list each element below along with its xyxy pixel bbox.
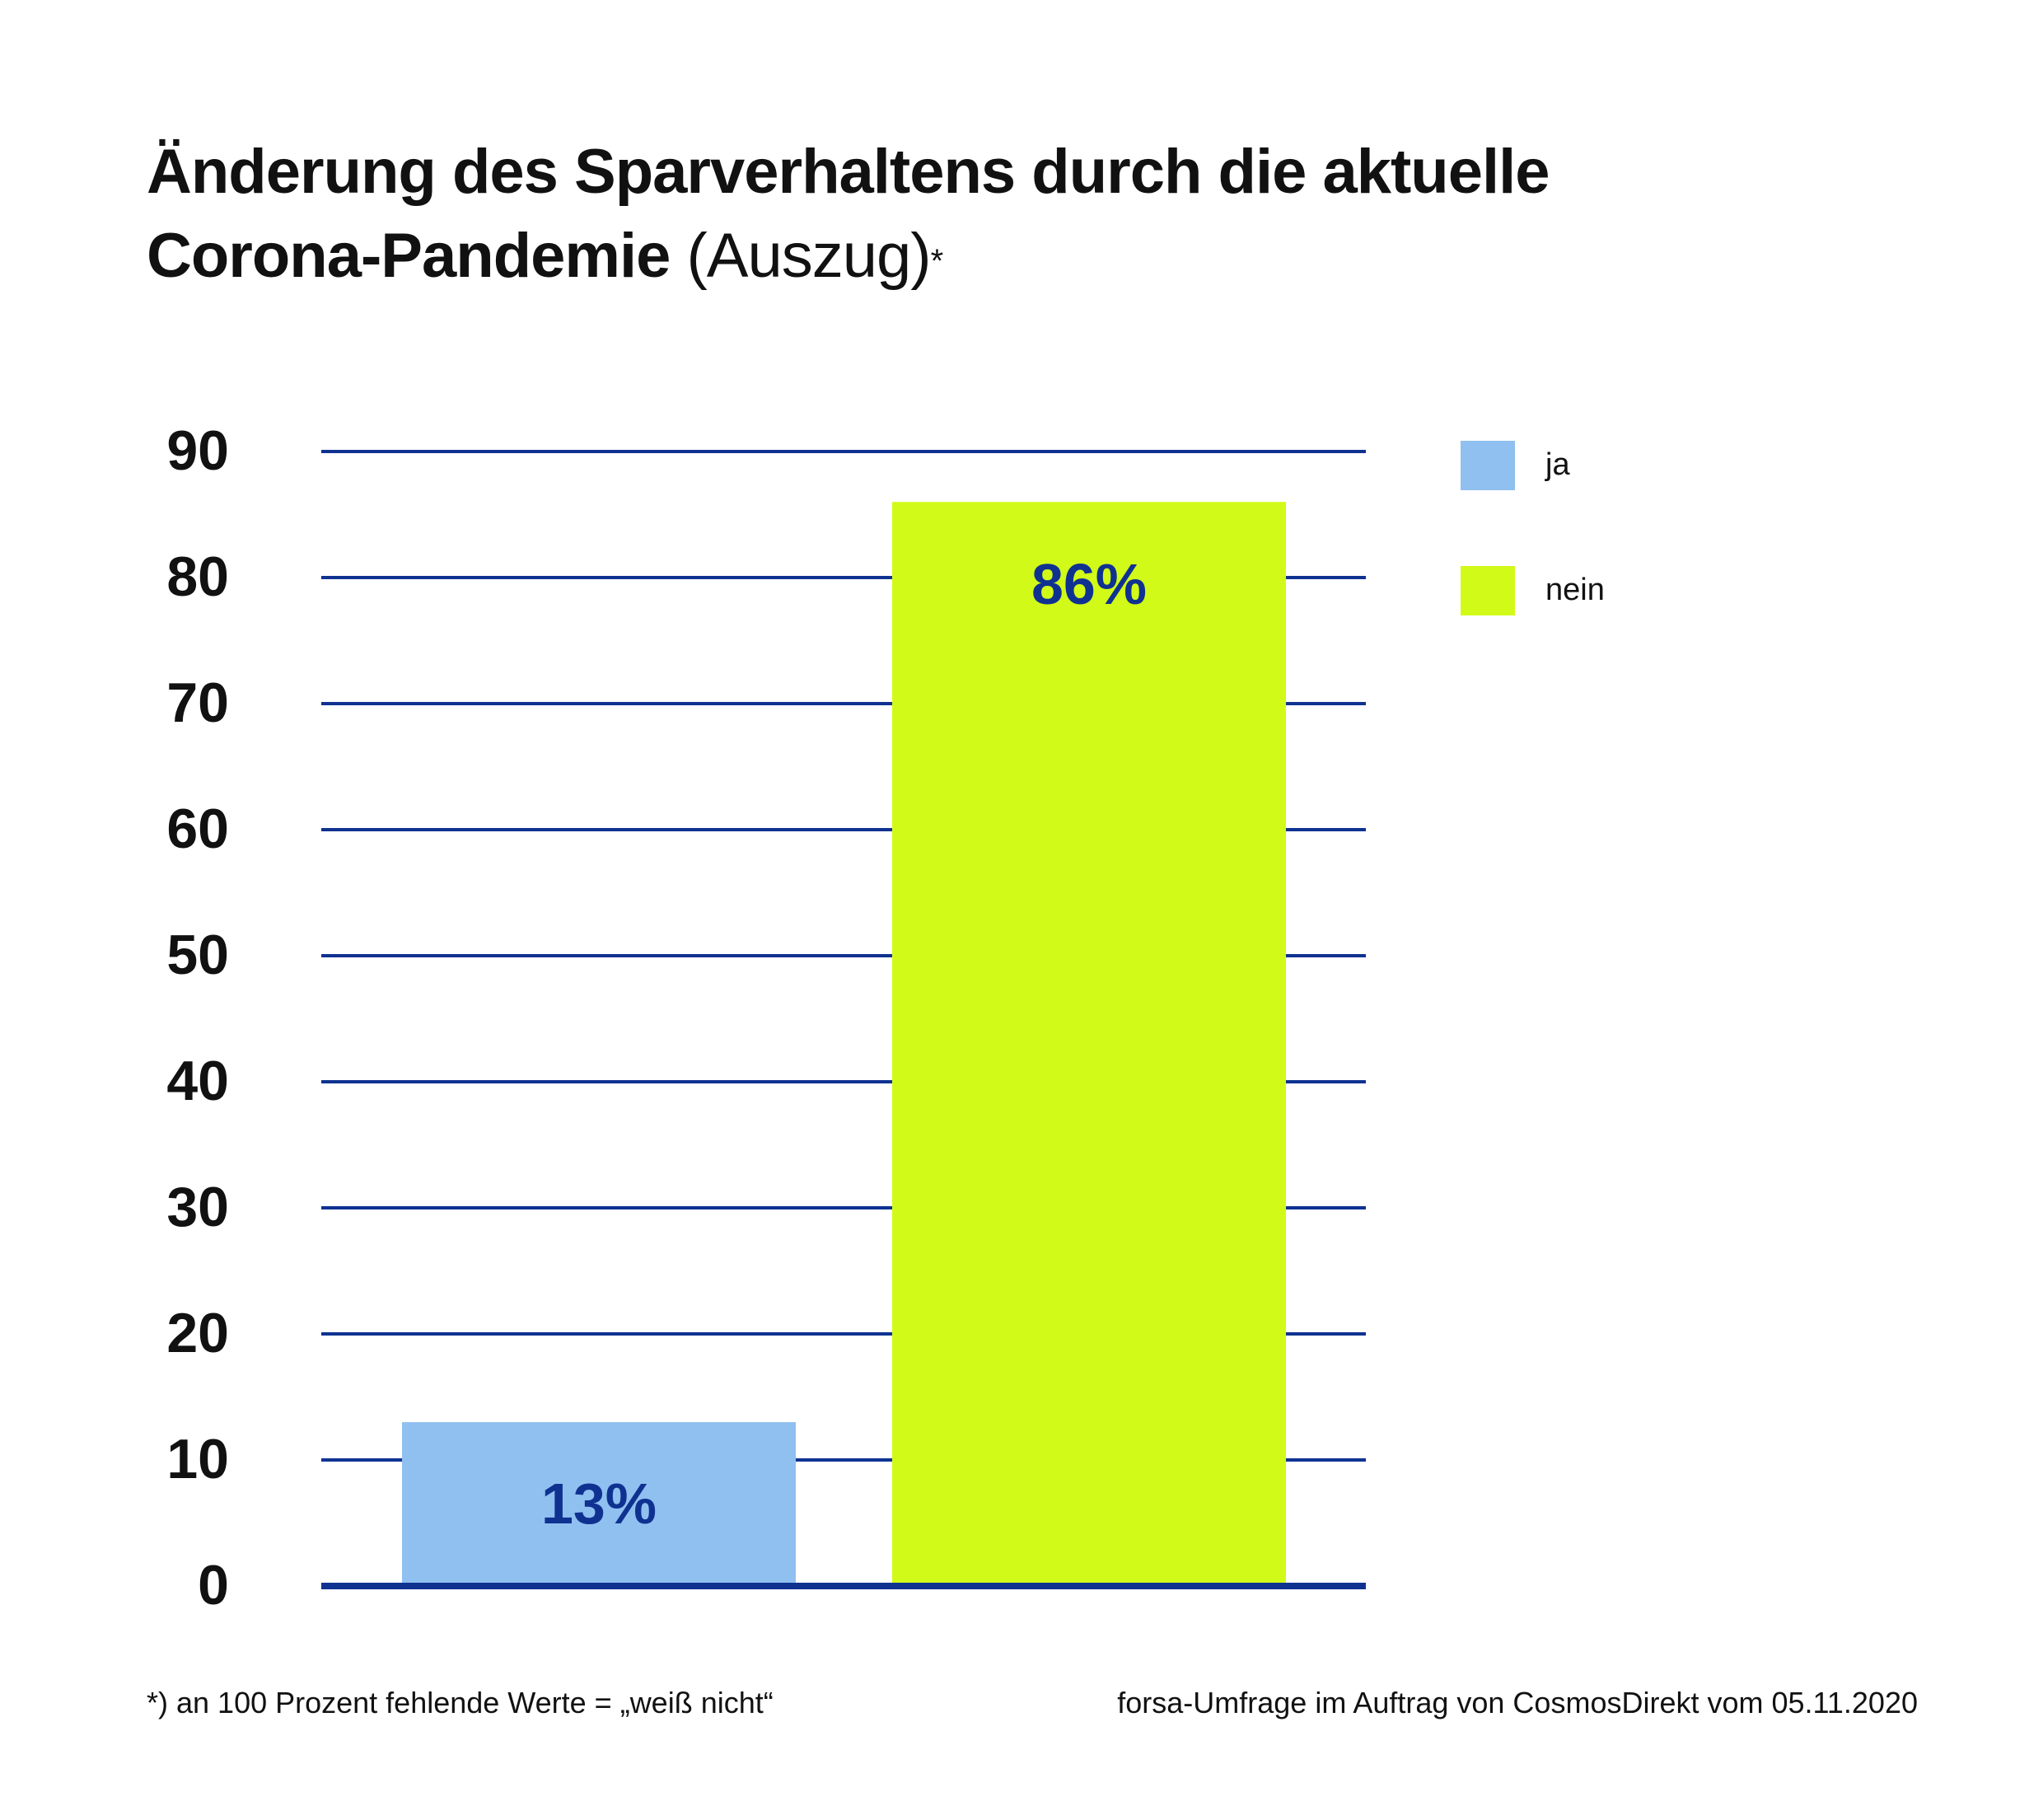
title-line-2: Corona-Pandemie (Auszug)* xyxy=(147,214,1712,298)
legend-swatch-nein xyxy=(1461,566,1515,615)
y-tick-label-30: 30 xyxy=(166,1176,229,1238)
title-asterisk: * xyxy=(930,243,944,279)
y-tick-label-0: 0 xyxy=(198,1554,229,1616)
title-line-2-bold: Corona-Pandemie xyxy=(147,221,671,291)
data-label-nein: 86% xyxy=(1031,552,1147,616)
source-note: forsa-Umfrage im Auftrag von CosmosDirek… xyxy=(1117,1686,1918,1719)
y-tick-label-80: 80 xyxy=(166,545,229,608)
y-tick-label-20: 20 xyxy=(166,1302,229,1364)
footnote: *) an 100 Prozent fehlende Werte = „weiß… xyxy=(147,1686,774,1719)
y-tick-label-70: 70 xyxy=(166,671,229,734)
legend-label-ja: ja xyxy=(1545,447,1570,482)
y-tick-label-10: 10 xyxy=(166,1428,229,1490)
legend-swatch-ja xyxy=(1461,441,1515,490)
legend-label-nein: nein xyxy=(1545,573,1605,607)
chart-title: Änderung des Sparverhaltens durch die ak… xyxy=(147,130,1712,298)
y-tick-label-90: 90 xyxy=(166,419,229,482)
y-tick-label-50: 50 xyxy=(166,924,229,986)
bar-nein xyxy=(892,502,1286,1587)
bar-ja xyxy=(402,1422,796,1586)
title-line-2-light: (Auszug) xyxy=(686,221,931,291)
y-tick-label-40: 40 xyxy=(166,1050,229,1112)
data-label-ja: 13% xyxy=(541,1471,657,1536)
y-tick-label-60: 60 xyxy=(166,798,229,860)
title-line-1: Änderung des Sparverhaltens durch die ak… xyxy=(147,137,1550,207)
